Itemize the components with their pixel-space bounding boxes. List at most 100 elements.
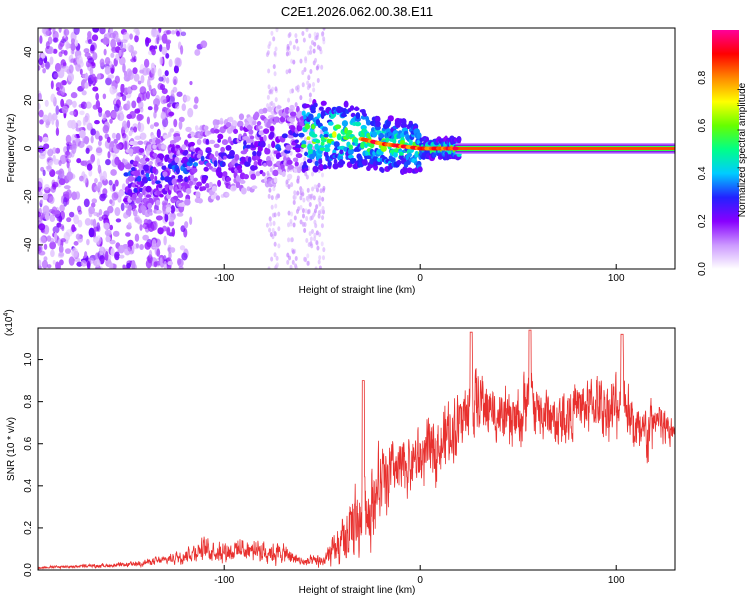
spectrogram-cell [290, 211, 294, 217]
spectrogram-cell [215, 119, 221, 125]
spectrogram-cell [275, 262, 279, 268]
spectrogram-cell [51, 147, 57, 155]
spectrogram-cell [97, 164, 102, 174]
spectrogram-cell [90, 219, 94, 226]
spectrogram-cell [184, 221, 189, 229]
spectrogram-cell [307, 113, 314, 121]
spectrogram-cell [73, 241, 79, 246]
spectrogram-cell [110, 169, 117, 176]
spectrogram-cell [178, 265, 184, 269]
spectrogram-cell [311, 186, 315, 192]
spectrogram-cell [193, 177, 198, 182]
snr-y-tick-label: 0.8 [23, 394, 34, 408]
spectrogram-cell [45, 61, 50, 70]
spectrogram-cell [398, 151, 404, 156]
spectrogram-cell [308, 231, 312, 237]
spectrogram-cell [303, 167, 309, 172]
spectrogram-cell [287, 173, 293, 180]
spectrogram-cell [40, 212, 44, 221]
spectrogram-cell [76, 55, 83, 65]
spectrogram-cell [97, 107, 103, 114]
spectrogram-cell [327, 160, 332, 167]
spectrogram-cell [162, 171, 168, 177]
spectrogram-cell [139, 157, 146, 164]
spectrogram-cell [217, 133, 224, 140]
spectrogram-cell [38, 109, 44, 118]
snr-x-ticks: -100 0 100 [214, 565, 625, 586]
spectrogram-cell [187, 107, 194, 118]
spectrogram-cell [319, 163, 324, 172]
spectrogram-cell [133, 55, 137, 63]
spectrogram-cell [304, 151, 309, 157]
spectrogram-cell [308, 97, 312, 103]
spectrogram-cell [270, 89, 274, 95]
spectrogram-cell [277, 243, 281, 249]
spectrogram-cell [253, 165, 258, 170]
spectrogram-cell [85, 60, 91, 68]
spectrogram-cell [115, 132, 121, 141]
spectrogram-cell [268, 187, 272, 193]
spectrogram-cell [225, 177, 232, 182]
spectrogram-cell [126, 262, 132, 269]
spectrogram-cell [120, 39, 128, 44]
spectrogram-cell [55, 119, 59, 128]
spectrogram-cell [103, 48, 107, 56]
spectrogram-cell [294, 139, 299, 144]
spectrogram-cell [111, 192, 119, 201]
spectrogram-cell [117, 112, 125, 122]
spectrogram-cell [320, 64, 324, 70]
spectrogram-cell [266, 94, 270, 100]
spectrogram-cell [301, 213, 305, 219]
spectrogram-cell [310, 243, 314, 249]
spectrogram-cell [122, 159, 128, 166]
spectrogram-cell [288, 68, 292, 74]
spectrogram-cell [186, 165, 191, 170]
spectrogram-cell [137, 192, 143, 198]
spectrogram-cell [220, 146, 226, 153]
spectrogram-cell [94, 259, 101, 268]
spectrogram-cell [65, 99, 73, 106]
spectrogram-cell [174, 57, 181, 67]
spectrogram-cell [114, 103, 120, 112]
spectrogram-cell [134, 135, 142, 141]
spectrogram-cell [236, 120, 244, 128]
spectrogram-cell [125, 163, 132, 170]
spectrogram-cell [110, 199, 115, 207]
spectrogram-cell [301, 70, 305, 76]
spectrogram-cell [286, 159, 293, 165]
spectrogram-cell [291, 259, 295, 265]
spectrogram-cell [317, 197, 321, 203]
spectrogram-cell [285, 144, 292, 151]
spectrogram-cell [81, 90, 87, 96]
spectrogram-cell [292, 222, 296, 228]
spectrogram-cell [249, 135, 255, 140]
spectrogram-cell [165, 52, 170, 59]
spectrogram-cell [414, 150, 419, 158]
spectrogram-cell [180, 45, 184, 55]
spectrogram-cell [121, 183, 126, 191]
spectrogram-cell [306, 158, 313, 164]
spectrogram-cell [313, 219, 317, 225]
spectrogram-cell [287, 237, 291, 243]
spectrogram-cell [273, 71, 277, 77]
snr-y-tick-label: 0.0 [23, 563, 34, 577]
spectrogram-cell [102, 170, 107, 181]
spectrogram-cell [222, 171, 228, 177]
spectrogram-cell [157, 68, 162, 78]
spectrogram-cell [134, 108, 141, 114]
spectrogram-cell [146, 116, 151, 125]
spectrogram-cell [129, 111, 136, 119]
spectrogram-cell [96, 222, 101, 232]
spectrogram-x-tick-label: 100 [608, 273, 625, 284]
spectrogram-cell [94, 130, 100, 140]
spectrogram-cell [180, 31, 187, 37]
spectrogram-cell [159, 193, 164, 198]
spectrogram-cell [274, 97, 278, 103]
spectrogram-cell [75, 233, 81, 240]
spectrogram-cell [166, 103, 172, 108]
spectrogram-cell [313, 41, 317, 47]
spectrogram-cell [275, 28, 279, 33]
spectrogram-cell [84, 251, 88, 258]
spectrogram-cell [42, 114, 49, 123]
spectrogram-cell [202, 176, 208, 182]
